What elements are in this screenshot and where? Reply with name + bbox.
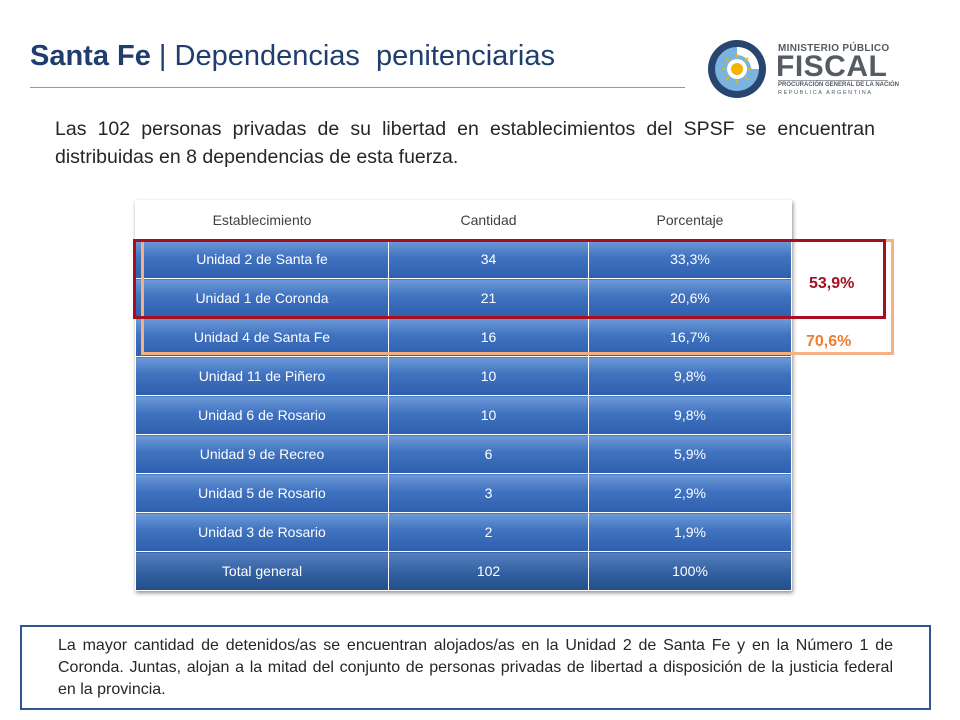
header-cantidad: Cantidad: [388, 200, 589, 240]
table-row: Unidad 3 de Rosario 2 1,9%: [135, 512, 792, 552]
cell-establecimiento: Unidad 6 de Rosario: [135, 395, 389, 435]
cell-cantidad: 3: [388, 473, 589, 513]
logo-divider: [778, 80, 888, 81]
cell-cantidad: 2: [388, 512, 589, 552]
intro-paragraph: Las 102 personas privadas de su libertad…: [55, 118, 875, 168]
conclusion-note: La mayor cantidad de detenidos/as se enc…: [20, 625, 931, 710]
cell-cantidad: 10: [388, 356, 589, 396]
cell-establecimiento: Unidad 3 de Rosario: [135, 512, 389, 552]
top3-share-label: 70,6%: [806, 333, 852, 350]
cell-porcentaje: 5,9%: [588, 434, 792, 474]
cell-establecimiento: Unidad 11 de Piñero: [135, 356, 389, 396]
cell-porcentaje: 9,8%: [588, 356, 792, 396]
page-title: Santa Fe | Dependencias penitenciarias: [30, 40, 555, 73]
cell-establecimiento: Unidad 9 de Recreo: [135, 434, 389, 474]
cell-cantidad: 16: [388, 317, 589, 357]
table-row: Unidad 9 de Recreo 6 5,9%: [135, 434, 792, 474]
cell-total-label: Total general: [135, 551, 389, 591]
header-porcentaje: Porcentaje: [588, 200, 792, 240]
cell-establecimiento: Unidad 5 de Rosario: [135, 473, 389, 513]
page-title-province: Santa Fe: [30, 40, 151, 72]
table-row: Unidad 6 de Rosario 10 9,8%: [135, 395, 792, 435]
table-row: Unidad 11 de Piñero 10 9,8%: [135, 356, 792, 396]
cell-porcentaje: 1,9%: [588, 512, 792, 552]
cell-cantidad: 21: [388, 278, 589, 318]
table-total-row: Total general 102 100%: [135, 551, 792, 591]
title-divider: [30, 87, 685, 88]
cell-porcentaje: 33,3%: [588, 239, 792, 279]
cell-total-porcentaje: 100%: [588, 551, 792, 591]
cell-porcentaje: 2,9%: [588, 473, 792, 513]
cell-establecimiento: Unidad 4 de Santa Fe: [135, 317, 389, 357]
table-header-row: Establecimiento Cantidad Porcentaje: [135, 200, 792, 240]
sun-emblem-icon: [708, 40, 766, 98]
top2-share-label: 53,9%: [809, 275, 855, 292]
cell-cantidad: 10: [388, 395, 589, 435]
cell-porcentaje: 20,6%: [588, 278, 792, 318]
cell-cantidad: 6: [388, 434, 589, 474]
ministerio-publico-fiscal-logo: MINISTERIO PÚBLICO FISCAL PROCURACIÓN GE…: [706, 38, 900, 100]
page-title-subtitle: | Dependencias penitenciarias: [150, 40, 555, 72]
cell-porcentaje: 9,8%: [588, 395, 792, 435]
table-row: Unidad 2 de Santa fe 34 33,3%: [135, 239, 792, 279]
table-row: Unidad 5 de Rosario 3 2,9%: [135, 473, 792, 513]
cell-cantidad: 34: [388, 239, 589, 279]
dependencias-table: Establecimiento Cantidad Porcentaje Unid…: [135, 200, 792, 591]
logo-line-ministerio: MINISTERIO PÚBLICO: [778, 43, 890, 54]
logo-line-procuracion: PROCURACIÓN GENERAL DE LA NACIÓN: [778, 82, 900, 88]
header-establecimiento: Establecimiento: [135, 200, 389, 240]
table-row: Unidad 1 de Coronda 21 20,6%: [135, 278, 792, 318]
cell-establecimiento: Unidad 1 de Coronda: [135, 278, 389, 318]
logo-line-fiscal: FISCAL: [776, 50, 888, 83]
top2-highlight-box: [133, 239, 886, 319]
logo-line-republica: REPÚBLICA ARGENTINA: [778, 90, 873, 96]
cell-total-cantidad: 102: [388, 551, 589, 591]
